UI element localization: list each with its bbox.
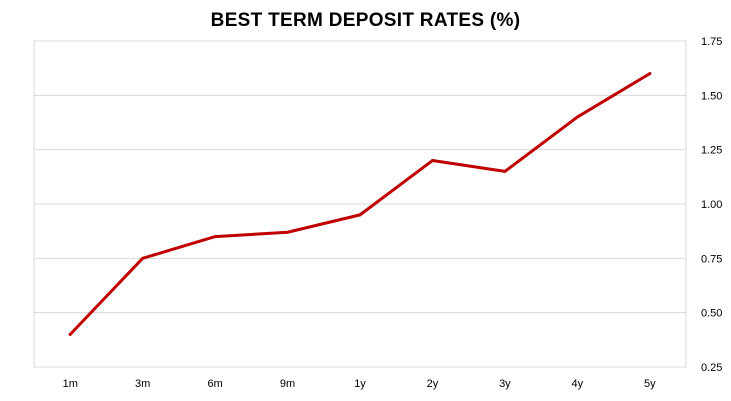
y-tick-label: 0.25	[701, 362, 722, 374]
x-tick-label: 4y	[572, 378, 584, 390]
x-tick-label: 3m	[135, 378, 150, 390]
y-tick-label: 0.50	[701, 308, 722, 320]
data-point	[68, 332, 72, 336]
x-tick-label: 3y	[499, 378, 511, 390]
data-point	[141, 256, 145, 260]
data-point	[575, 115, 579, 119]
x-tick-label: 1m	[63, 378, 78, 390]
x-tick-label: 9m	[280, 378, 295, 390]
data-point	[213, 235, 217, 239]
data-point	[286, 230, 290, 234]
data-point	[503, 169, 507, 173]
x-tick-label: 2y	[427, 378, 439, 390]
y-tick-label: 1.50	[701, 90, 722, 102]
x-tick-label: 5y	[644, 378, 656, 390]
x-tick-label: 6m	[207, 378, 222, 390]
y-tick-label: 1.75	[701, 36, 722, 48]
data-point	[430, 159, 434, 163]
y-tick-label: 0.75	[701, 253, 722, 265]
y-tick-label: 1.00	[701, 199, 722, 211]
y-tick-label: 1.25	[701, 145, 722, 157]
data-point	[648, 72, 652, 76]
chart-title: BEST TERM DEPOSIT RATES (%)	[210, 10, 521, 31]
data-point	[358, 213, 362, 217]
x-tick-label: 1y	[354, 378, 366, 390]
